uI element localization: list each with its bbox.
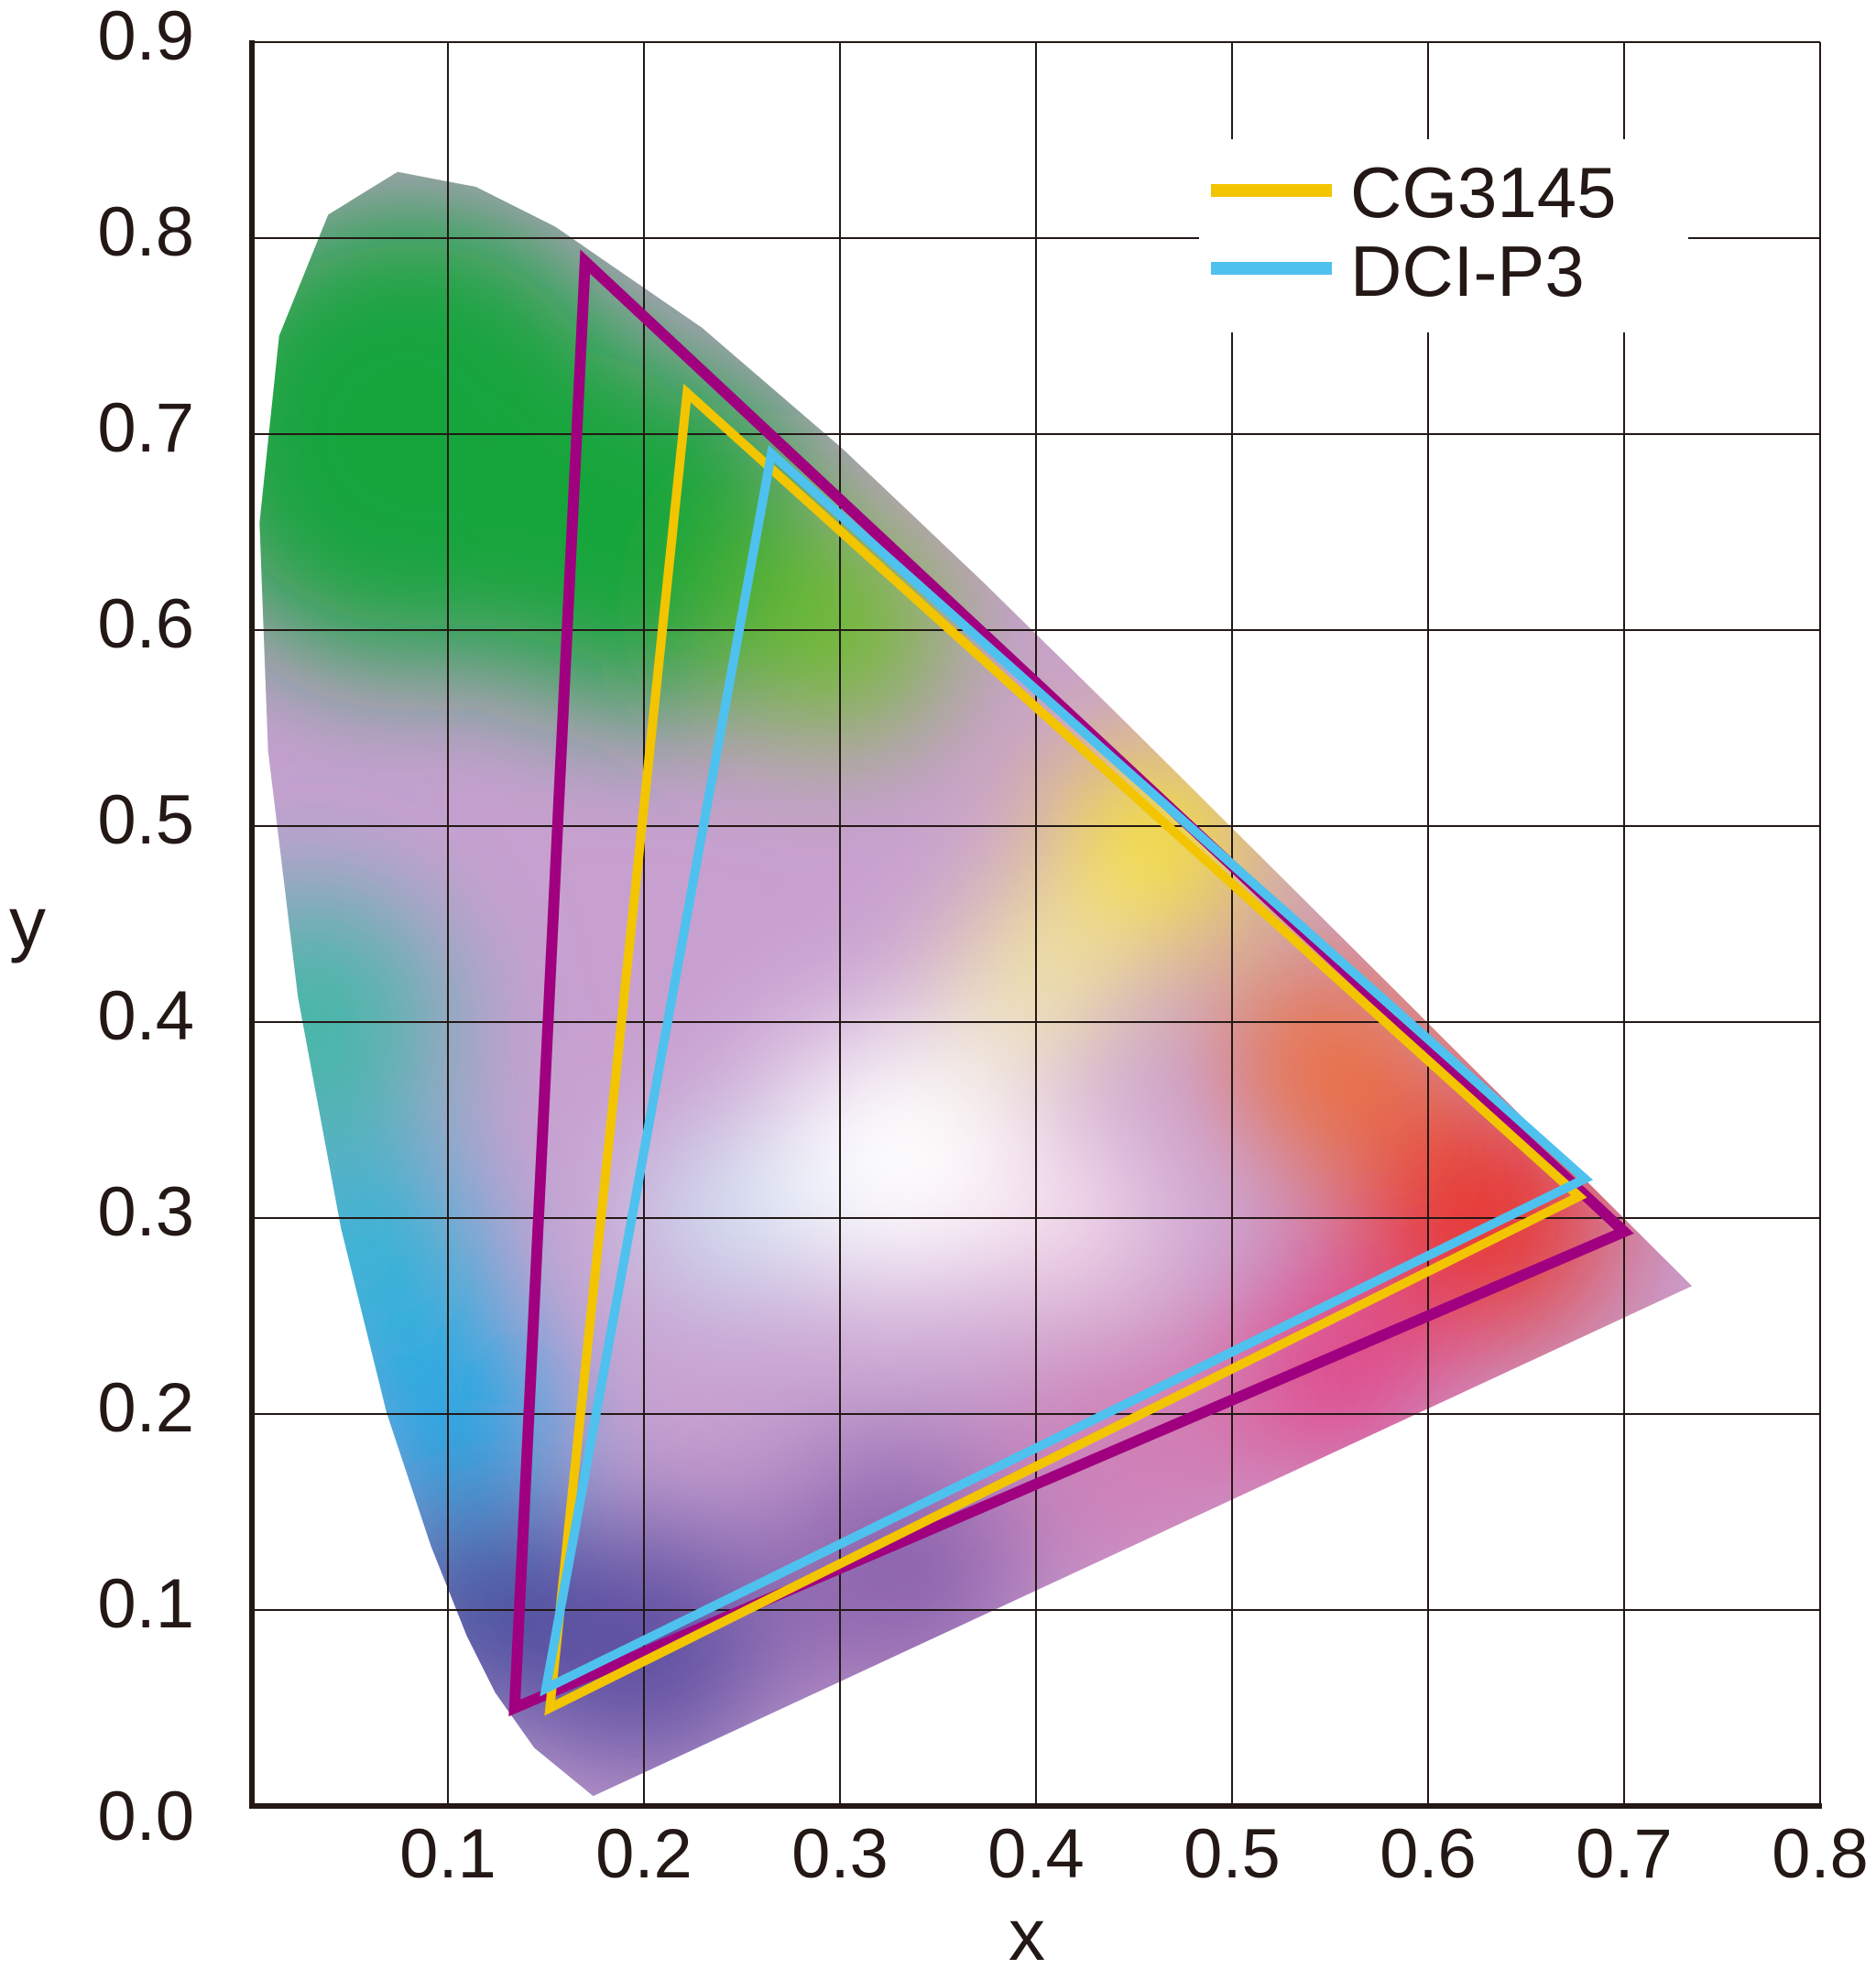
x-tick-label: 0.4 [987, 1815, 1085, 1893]
axes [249, 40, 1822, 1809]
x-axis-label: x [1009, 1894, 1045, 1969]
locus-color-blob [761, 1021, 1037, 1297]
x-tick-label: 0.6 [1380, 1815, 1477, 1893]
spectral-locus-fill [259, 171, 1693, 1797]
gamut-triangle-cg3145 [544, 383, 1587, 1716]
locus-color-blob [1015, 1333, 1253, 1572]
x-tick-label: 0.1 [399, 1815, 496, 1893]
gridlines [252, 41, 1821, 1806]
legend-label-cg3145: CG3145 [1350, 152, 1617, 233]
y-tick-label: 0.0 [97, 1778, 194, 1855]
y-tick-label: 0.7 [97, 389, 194, 467]
x-tick-label: 0.7 [1576, 1815, 1673, 1893]
y-tick-label: 0.6 [97, 585, 194, 663]
y-tick-label: 0.9 [97, 0, 194, 75]
x-tick-label: 0.8 [1772, 1815, 1869, 1893]
y-tick-label: 0.4 [97, 977, 194, 1055]
x-tick-label: 0.5 [1183, 1815, 1281, 1893]
x-tick-label: 0.2 [595, 1815, 693, 1893]
y-tick-label: 0.2 [97, 1369, 194, 1447]
x-tick-label: 0.3 [791, 1815, 889, 1893]
legend-background [1199, 139, 1688, 332]
gamut-triangles [508, 249, 1634, 1717]
y-tick-label: 0.3 [97, 1173, 194, 1251]
tick-labels: 0.1 0.2 0.3 0.4 0.5 0.6 0.7 0.8 0.0 0.1 0.2 0.3 0.4 0… [97, 0, 1868, 1893]
locus-color-blob [1229, 960, 1431, 1162]
legend-label-dci-p3: DCI-P3 [1350, 231, 1585, 311]
y-axis-label: y [9, 882, 46, 963]
y-tick-label: 0.5 [97, 781, 194, 859]
locus-color-blob [770, 1442, 1028, 1700]
y-tick-label: 0.8 [97, 193, 194, 271]
legend: CG3145 DCI-P3 [1199, 139, 1688, 332]
y-tick-label: 0.1 [97, 1565, 194, 1643]
gamut-triangle-dci-p3 [540, 444, 1594, 1697]
